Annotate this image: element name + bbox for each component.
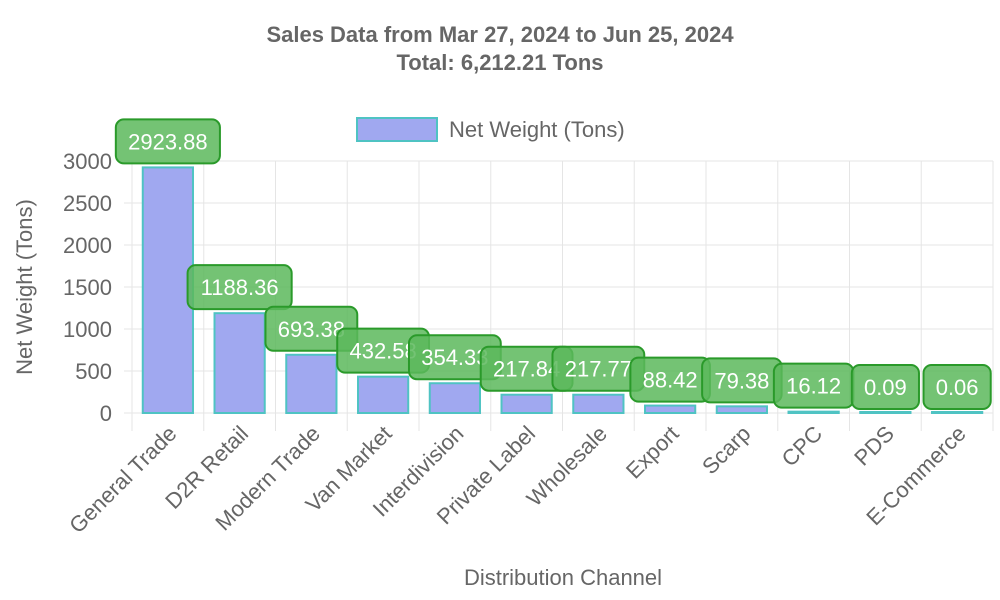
y-tick-label: 1000 [63,317,112,342]
y-tick-label: 1500 [63,275,112,300]
chart-subtitle: Total: 6,212.21 Tons [396,50,603,75]
data-label-text: 217.77 [565,357,632,382]
chart-title: Sales Data from Mar 27, 2024 to Jun 25, … [266,22,734,47]
bar-private-label[interactable] [500,393,553,415]
data-label-text: 354.33 [421,345,488,370]
bar-van-market[interactable] [357,375,410,414]
legend-label: Net Weight (Tons) [449,117,625,142]
x-tick-label: Export [621,421,684,484]
data-label: 79.38 [701,357,783,404]
bar-export[interactable] [644,404,697,415]
bar-d2r-retail[interactable] [213,312,266,415]
y-tick-label: 0 [100,401,112,426]
data-label-text: 0.06 [936,375,979,400]
data-label: 217.84 [479,345,574,392]
x-tick-label: CPC [777,421,828,472]
x-tick-label: PDS [849,421,899,471]
y-tick-label: 2000 [63,233,112,258]
data-label-text: 2923.88 [128,129,208,154]
data-label-text: 88.42 [643,368,698,393]
y-axis-ticks: 0 500 1000 1500 2000 2500 3000 [63,149,112,426]
bars [141,166,984,415]
bar-interdivision[interactable] [428,382,481,414]
data-label-box [114,118,221,165]
data-label: 0.06 [922,363,992,410]
data-label-text: 217.84 [493,357,560,382]
data-label: 354.33 [407,334,502,381]
data-label: 1188.36 [186,264,293,311]
data-label: 0.09 [850,363,920,410]
data-label: 16.12 [772,362,855,409]
legend[interactable]: Net Weight (Tons) [356,117,625,142]
data-label: 88.42 [629,356,711,403]
y-tick-label: 2500 [63,191,112,216]
bar-general-trade[interactable] [141,166,194,414]
data-label-text: 432.58 [349,339,416,364]
data-label-box [850,363,920,410]
y-tick-label: 500 [75,359,112,384]
data-label-text: 693.38 [278,317,345,342]
data-label-text: 16.12 [786,374,841,399]
bar-cpc[interactable] [787,410,840,415]
y-tick-label: 3000 [63,149,112,174]
bar-scarp[interactable] [715,405,768,415]
data-label: 693.38 [264,305,359,352]
bar-wholesale[interactable] [572,393,625,414]
data-label: 432.58 [336,327,431,374]
bar-e-commerce[interactable] [931,411,984,414]
data-label-text: 0.09 [864,375,907,400]
data-label-text: 79.38 [714,368,769,393]
data-label-box [922,363,992,410]
bar-pds[interactable] [859,411,912,414]
x-tick-label: General Trade [64,421,181,538]
data-label-text: 1188.36 [201,275,279,300]
data-label: 2923.88 [114,118,221,165]
y-axis-title: Net Weight (Tons) [12,199,37,375]
legend-swatch [356,117,438,142]
bar-modern-trade[interactable] [285,353,338,414]
data-label: 217.77 [551,345,646,392]
x-axis-title: Distribution Channel [464,565,662,590]
data-label-box [186,264,293,311]
